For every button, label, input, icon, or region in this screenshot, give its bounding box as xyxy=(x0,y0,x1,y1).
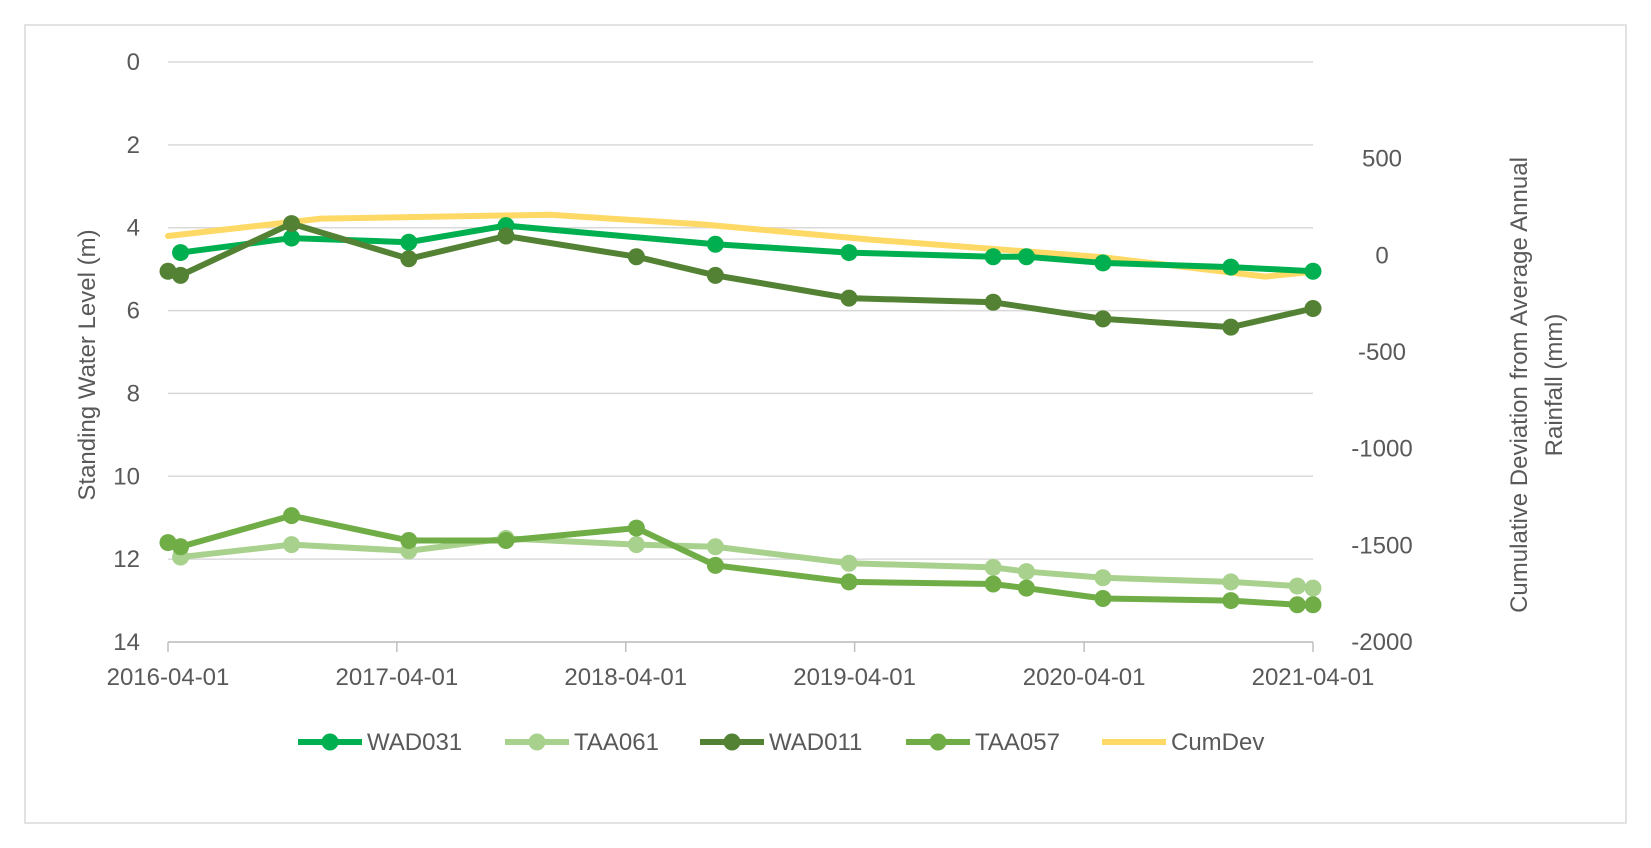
series-cumdev xyxy=(165,211,1316,280)
y2-tick-label: -1000 xyxy=(1351,436,1412,463)
series-taa061 xyxy=(172,529,1322,597)
data-point xyxy=(1222,592,1240,610)
y-tick-label: 2 xyxy=(127,132,140,159)
series-line xyxy=(165,211,1316,280)
legend-item-cumdev: CumDev xyxy=(1102,729,1264,756)
y2-axis-title-line1: Cumulative Deviation from Average Annual xyxy=(1506,157,1533,613)
data-point xyxy=(1222,318,1240,336)
y-tick-label: 12 xyxy=(113,546,140,573)
data-point xyxy=(1094,254,1112,272)
x-tick-label: 2020-04-01 xyxy=(1023,664,1146,691)
legend-label: TAA057 xyxy=(975,729,1060,756)
data-point xyxy=(1017,579,1035,597)
x-tick-label: 2019-04-01 xyxy=(793,664,916,691)
series-wad011 xyxy=(159,215,1322,336)
data-point xyxy=(1222,573,1240,591)
data-point xyxy=(1288,596,1306,614)
data-point xyxy=(1304,579,1322,597)
x-tick-label: 2021-04-01 xyxy=(1252,664,1375,691)
legend-label: TAA061 xyxy=(574,729,659,756)
x-tick-label: 2017-04-01 xyxy=(335,664,458,691)
x-tick-label: 2016-04-01 xyxy=(107,664,230,691)
data-point xyxy=(706,538,724,556)
y-tick-label: 8 xyxy=(127,380,140,407)
data-point xyxy=(1304,262,1322,280)
data-point xyxy=(984,248,1002,266)
legend-item-taa057: TAA057 xyxy=(906,729,1060,756)
y-tick-label: 4 xyxy=(127,215,140,242)
y2-tick-label: 0 xyxy=(1375,242,1388,269)
data-point xyxy=(400,532,418,549)
series-line xyxy=(165,512,1316,608)
data-point xyxy=(1222,258,1240,276)
legend-swatch-marker xyxy=(723,733,741,751)
data-point xyxy=(627,536,645,554)
y-tick-label: 6 xyxy=(127,298,140,325)
data-point xyxy=(627,519,645,537)
data-point xyxy=(706,266,724,284)
data-point xyxy=(400,233,418,251)
data-point xyxy=(840,573,858,591)
y2-axis-title-line2: Rainfall (mm) xyxy=(1541,314,1568,457)
data-point xyxy=(497,532,515,549)
data-point xyxy=(706,235,724,253)
data-point xyxy=(1288,577,1306,595)
data-point xyxy=(840,244,858,262)
data-point xyxy=(706,556,724,574)
legend-item-wad011: WAD011 xyxy=(700,729,862,756)
y-tick-label: 14 xyxy=(113,629,140,656)
legend-item-wad031: WAD031 xyxy=(298,729,462,756)
y2-tick-label: -2000 xyxy=(1351,629,1412,656)
series-line xyxy=(165,220,1316,331)
chart-border xyxy=(24,24,1627,824)
legend-label: WAD011 xyxy=(769,729,862,756)
data-point xyxy=(1094,569,1112,587)
series-layer xyxy=(159,211,1322,614)
legend-label: WAD031 xyxy=(367,729,462,756)
series-taa057 xyxy=(159,507,1322,614)
x-tick-label: 2018-04-01 xyxy=(564,664,687,691)
data-point xyxy=(400,250,418,268)
y-tick-label: 0 xyxy=(127,49,140,76)
data-point xyxy=(172,538,190,556)
legend: WAD031 TAA061 WAD011 TAA057 CumDev xyxy=(298,729,1264,756)
data-point xyxy=(1017,248,1035,266)
y-axis-title: Standing Water Level (m) xyxy=(74,229,101,500)
data-point xyxy=(984,575,1002,593)
y2-tick-label: 500 xyxy=(1362,146,1402,173)
data-point xyxy=(840,289,858,307)
series-wad031 xyxy=(172,217,1322,280)
data-point xyxy=(172,244,190,262)
data-point xyxy=(984,558,1002,576)
data-point xyxy=(283,215,301,233)
y2-tick-label: -1500 xyxy=(1351,532,1412,559)
data-point xyxy=(840,554,858,572)
data-point xyxy=(283,229,301,247)
y2-tick-label: -500 xyxy=(1358,339,1406,366)
data-point xyxy=(984,293,1002,311)
legend-label: CumDev xyxy=(1171,729,1264,756)
data-point xyxy=(627,248,645,266)
data-point xyxy=(497,227,515,245)
axes-layer: 0 2 4 6 8 10 12 14 500 0 -500 -1000 -1500 -2000 2016-0… xyxy=(107,49,1413,691)
data-point xyxy=(1094,590,1112,607)
data-point xyxy=(1094,310,1112,328)
gridlines xyxy=(168,61,1313,643)
y-tick-label: 10 xyxy=(113,463,140,490)
data-point xyxy=(283,507,301,525)
data-point xyxy=(1304,596,1322,614)
data-point xyxy=(1017,563,1035,581)
data-point xyxy=(172,266,190,284)
legend-swatch-marker xyxy=(321,733,339,751)
legend-swatch-marker xyxy=(929,733,947,751)
data-point xyxy=(283,536,301,554)
legend-item-taa061: TAA061 xyxy=(505,729,659,756)
legend-swatch-marker xyxy=(528,733,546,751)
data-point xyxy=(1304,300,1322,317)
